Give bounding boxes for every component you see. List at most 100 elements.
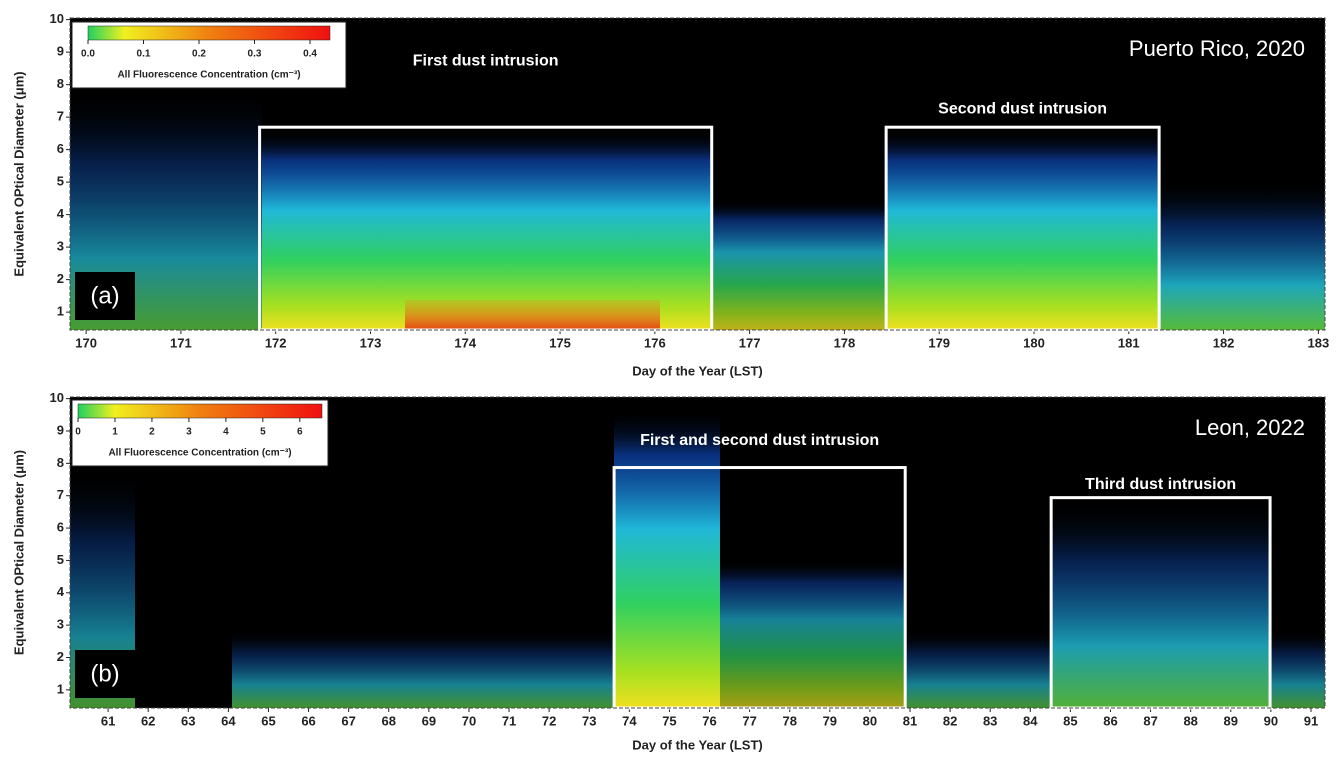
colorbar-label: All Fluorescence Concentration (cm⁻³) (117, 70, 300, 81)
x-tick-label: 175 (549, 335, 571, 350)
annotation: First and second dust intrusion (640, 432, 879, 449)
y-tick-label: 5 (57, 174, 64, 189)
x-tick-label: 81 (903, 713, 917, 728)
y-axis-title: Equivalent OPtical Diameter (μm) (11, 71, 26, 276)
x-tick-label: 172 (265, 335, 287, 350)
y-tick-label: 8 (57, 76, 64, 91)
x-tick-label: 71 (502, 713, 516, 728)
colorbar-tick-label: 0.1 (137, 49, 151, 60)
x-axis-title: Day of the Year (LST) (632, 737, 763, 752)
x-tick-label: 65 (261, 713, 275, 728)
x-tick-label: 171 (170, 335, 192, 350)
density-shading (1051, 500, 1270, 708)
panel-location: Puerto Rico, 2020 (1129, 36, 1305, 61)
x-tick-label: 85 (1063, 713, 1077, 728)
annotation: First dust intrusion (413, 52, 559, 69)
y-tick-label: 9 (57, 422, 64, 437)
x-tick-label: 182 (1213, 335, 1235, 350)
colorbar (87, 25, 331, 41)
x-tick-label: 69 (422, 713, 436, 728)
colorbar-tick-label: 1 (112, 427, 118, 438)
density-shading (1270, 630, 1325, 708)
y-tick-label: 7 (57, 109, 64, 124)
colorbar (77, 403, 323, 419)
density-shading (711, 200, 886, 330)
density-shading (232, 630, 614, 708)
density-shading (886, 130, 1159, 330)
y-tick-label: 3 (57, 617, 64, 632)
y-tick-label: 9 (57, 44, 64, 59)
colorbar-tick-label: 6 (297, 427, 303, 438)
x-tick-label: 170 (75, 335, 97, 350)
colorbar-tick-label: 0.2 (192, 49, 206, 60)
y-tick-label: 1 (57, 304, 64, 319)
x-tick-label: 64 (221, 713, 236, 728)
x-tick-label: 77 (742, 713, 756, 728)
colorbar-tick-label: 0.0 (81, 49, 95, 60)
y-tick-label: 6 (57, 520, 64, 535)
x-tick-label: 176 (644, 335, 666, 350)
colorbar-tick-label: 0 (75, 427, 81, 438)
y-tick-label: 6 (57, 141, 64, 156)
annotation: Third dust intrusion (1085, 476, 1236, 493)
density-shading (262, 130, 711, 330)
x-tick-label: 181 (1118, 335, 1140, 350)
x-tick-label: 76 (702, 713, 716, 728)
x-tick-label: 63 (181, 713, 195, 728)
x-tick-label: 61 (101, 713, 115, 728)
y-tick-label: 10 (50, 390, 64, 405)
x-tick-label: 80 (863, 713, 877, 728)
x-tick-label: 82 (943, 713, 957, 728)
y-tick-label: 4 (57, 584, 65, 599)
panel-label-box (75, 272, 135, 320)
panel-label-box (75, 650, 135, 698)
x-tick-label: 179 (928, 335, 950, 350)
panel-label: (b) (90, 660, 119, 687)
panel-label: (a) (90, 282, 119, 309)
y-tick-label: 2 (57, 649, 64, 664)
x-tick-label: 62 (141, 713, 155, 728)
x-tick-label: 91 (1304, 713, 1318, 728)
x-tick-label: 75 (662, 713, 676, 728)
colorbar-tick-label: 3 (186, 427, 192, 438)
y-tick-label: 4 (57, 206, 65, 221)
density-shading (1159, 180, 1325, 330)
x-tick-label: 78 (782, 713, 796, 728)
x-tick-label: 66 (301, 713, 315, 728)
y-axis-title: Equivalent OPtical Diameter (μm) (11, 450, 26, 655)
x-tick-label: 178 (834, 335, 856, 350)
colorbar-tick-label: 2 (149, 427, 155, 438)
x-tick-label: 177 (739, 335, 761, 350)
y-tick-label: 3 (57, 239, 64, 254)
plot-frame (69, 396, 1326, 709)
x-tick-label: 79 (823, 713, 837, 728)
colorbar-tick-label: 0.3 (248, 49, 262, 60)
x-tick-label: 88 (1183, 713, 1197, 728)
y-tick-label: 1 (57, 681, 64, 696)
x-tick-label: 67 (341, 713, 355, 728)
x-tick-label: 86 (1103, 713, 1117, 728)
x-tick-label: 183 (1308, 335, 1330, 350)
y-tick-label: 7 (57, 487, 64, 502)
y-tick-label: 10 (50, 11, 64, 26)
density-shading (720, 560, 905, 708)
x-tick-label: 68 (382, 713, 396, 728)
density-shading (614, 410, 720, 708)
y-tick-label: 2 (57, 271, 64, 286)
x-tick-label: 173 (360, 335, 382, 350)
x-tick-label: 83 (983, 713, 997, 728)
x-tick-label: 73 (582, 713, 596, 728)
x-tick-label: 180 (1023, 335, 1045, 350)
density-shading (905, 630, 1051, 708)
x-tick-label: 90 (1264, 713, 1278, 728)
x-tick-label: 89 (1224, 713, 1238, 728)
x-tick-label: 70 (462, 713, 476, 728)
annotation: Second dust intrusion (938, 100, 1107, 117)
x-tick-label: 84 (1023, 713, 1038, 728)
x-tick-label: 87 (1143, 713, 1157, 728)
x-axis-title: Day of the Year (LST) (632, 363, 763, 378)
colorbar-tick-label: 4 (223, 427, 229, 438)
x-tick-label: 74 (622, 713, 637, 728)
density-shading (405, 300, 660, 330)
